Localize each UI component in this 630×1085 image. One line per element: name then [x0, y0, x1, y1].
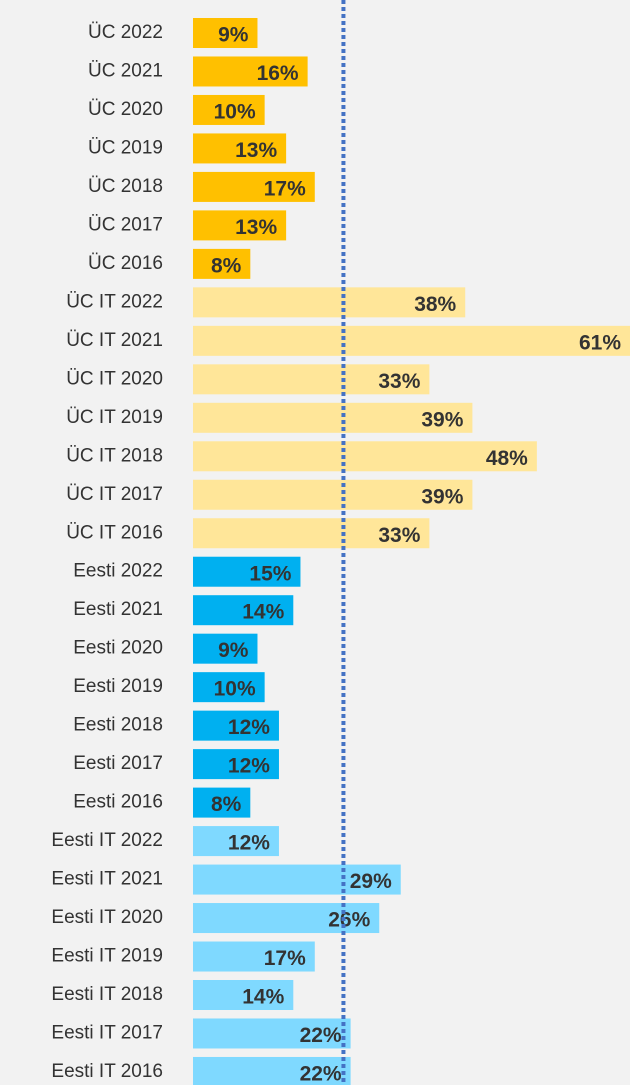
bar	[193, 903, 380, 934]
value-label: 29%	[350, 870, 392, 893]
bar	[193, 325, 630, 356]
bar	[193, 56, 308, 87]
category-label: Eesti 2019	[73, 676, 163, 697]
value-label: 8%	[211, 254, 242, 277]
category-label: Eesti 2022	[73, 561, 163, 582]
bar	[193, 133, 287, 164]
bar	[193, 518, 430, 549]
value-label: 13%	[235, 139, 277, 162]
category-label: Eesti IT 2018	[51, 984, 163, 1005]
category-label: ÜC 2021	[88, 60, 163, 81]
bar	[193, 364, 430, 395]
category-label: Eesti IT 2017	[51, 1022, 163, 1043]
value-label: 17%	[264, 947, 306, 970]
category-label: Eesti 2020	[73, 638, 163, 659]
bar	[193, 633, 258, 664]
value-label: 9%	[218, 24, 249, 47]
category-label: Eesti IT 2021	[51, 869, 163, 890]
value-label: 33%	[378, 524, 420, 547]
bar	[193, 1018, 351, 1049]
value-label: 14%	[242, 986, 284, 1009]
category-label: ÜC IT 2018	[66, 445, 163, 466]
bar	[193, 479, 473, 510]
bar	[193, 210, 287, 241]
bar	[193, 941, 315, 972]
category-label: Eesti IT 2022	[51, 830, 163, 851]
value-label: 16%	[257, 62, 299, 85]
value-label: 12%	[228, 832, 270, 855]
category-label: ÜC 2016	[88, 253, 163, 274]
bar	[193, 1056, 351, 1085]
bar	[193, 749, 279, 780]
value-label: 17%	[264, 177, 306, 200]
value-label: 12%	[228, 755, 270, 778]
value-label: 39%	[421, 408, 463, 431]
category-label: ÜC 2019	[88, 137, 163, 158]
bar	[193, 710, 279, 741]
category-label: Eesti 2021	[73, 599, 163, 620]
category-label: ÜC IT 2017	[66, 484, 163, 505]
bar	[193, 595, 294, 626]
bar	[193, 402, 473, 433]
value-label: 14%	[242, 601, 284, 624]
category-label: Eesti IT 2019	[51, 946, 163, 967]
value-label: 26%	[328, 909, 370, 932]
category-label: Eesti IT 2016	[51, 1061, 163, 1082]
bar	[193, 980, 294, 1010]
value-label: 13%	[235, 216, 277, 239]
value-label: 33%	[378, 370, 420, 393]
category-label: ÜC 2018	[88, 176, 163, 197]
bar	[193, 864, 401, 895]
category-label: Eesti IT 2020	[51, 907, 163, 928]
bar	[193, 672, 265, 703]
bar	[193, 171, 315, 202]
value-label: 61%	[579, 331, 621, 354]
value-label: 8%	[211, 793, 242, 816]
bar	[193, 441, 537, 472]
bar	[193, 556, 301, 587]
value-label: 12%	[228, 716, 270, 739]
bar	[193, 18, 258, 48]
category-label: ÜC IT 2016	[66, 522, 163, 543]
value-label: 22%	[300, 1063, 342, 1085]
category-label: ÜC 2017	[88, 214, 163, 235]
category-label: Eesti 2018	[73, 715, 163, 736]
bar	[193, 787, 251, 818]
category-label: ÜC IT 2021	[66, 330, 163, 351]
value-label: 10%	[214, 101, 256, 124]
category-label: ÜC IT 2022	[66, 291, 163, 312]
bar	[193, 826, 279, 857]
category-label: ÜC IT 2020	[66, 368, 163, 389]
bar	[193, 94, 265, 125]
value-label: 10%	[214, 678, 256, 701]
category-label: ÜC 2022	[88, 22, 163, 43]
value-label: 9%	[218, 639, 249, 662]
value-label: 15%	[249, 562, 291, 585]
value-label: 22%	[300, 1024, 342, 1047]
value-label: 48%	[486, 447, 528, 470]
bar	[193, 287, 466, 318]
value-label: 38%	[414, 293, 456, 316]
category-label: Eesti 2017	[73, 753, 163, 774]
bar	[193, 248, 251, 279]
value-label: 39%	[421, 485, 463, 508]
category-label: Eesti 2016	[73, 792, 163, 813]
category-label: ÜC IT 2019	[66, 407, 163, 428]
category-label: ÜC 2020	[88, 99, 163, 120]
